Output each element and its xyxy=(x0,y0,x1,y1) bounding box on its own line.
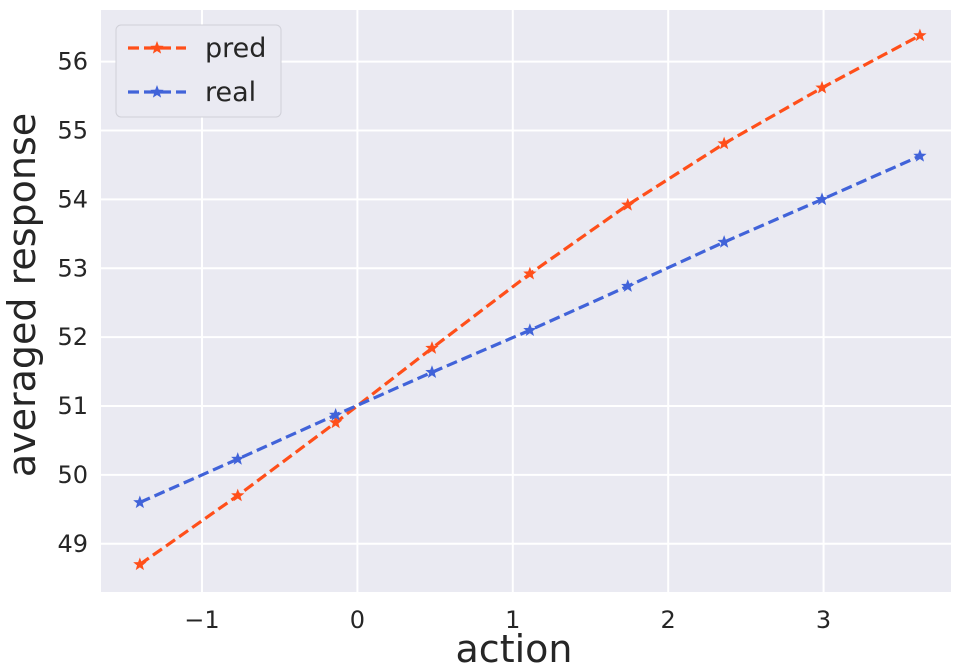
data-point-pred xyxy=(133,557,147,571)
y-tick-label: 50 xyxy=(57,461,88,489)
x-tick-label: 0 xyxy=(350,606,365,634)
y-tick-labels: 49 50 51 52 53 54 55 56 xyxy=(57,48,88,558)
data-point-real xyxy=(913,149,927,162)
series-real xyxy=(133,149,927,509)
legend: pred real xyxy=(115,24,282,118)
legend-marker-pred xyxy=(150,41,164,54)
legend-label-real: real xyxy=(205,77,256,108)
y-tick-label: 53 xyxy=(57,254,88,282)
x-tick-label: 2 xyxy=(661,606,676,634)
y-tick-label: 56 xyxy=(57,48,88,76)
data-point-pred xyxy=(425,341,439,354)
x-tick-label: 3 xyxy=(816,606,831,634)
y-axis-title: averaged response xyxy=(0,113,44,477)
data-point-real xyxy=(231,452,245,465)
data-point-real xyxy=(328,407,343,421)
series-pred xyxy=(133,28,927,571)
data-point-real xyxy=(717,235,731,248)
grid-lines xyxy=(101,10,951,592)
legend-label-pred: pred xyxy=(205,33,266,64)
data-point-pred xyxy=(815,80,829,94)
data-point-real xyxy=(425,365,439,378)
x-tick-label: 1 xyxy=(505,606,520,634)
data-point-pred xyxy=(523,266,537,280)
y-tick-label: 55 xyxy=(57,117,88,145)
data-point-pred xyxy=(913,28,927,42)
data-point-pred xyxy=(621,197,635,211)
data-point-pred xyxy=(328,415,343,429)
y-tick-label: 54 xyxy=(57,185,88,213)
legend-marker-real xyxy=(150,85,164,98)
data-point-real xyxy=(523,323,537,336)
data-point-real xyxy=(133,495,147,509)
y-tick-label: 51 xyxy=(57,392,88,420)
x-tick-label: −1 xyxy=(184,606,219,634)
data-point-real xyxy=(621,279,635,292)
data-point-real xyxy=(815,192,829,206)
x-tick-labels: −1 0 1 2 3 xyxy=(184,606,831,634)
data-point-pred xyxy=(231,488,245,502)
data-point-pred xyxy=(717,136,731,150)
y-tick-label: 52 xyxy=(57,323,88,351)
series-layer xyxy=(133,28,927,571)
y-tick-label: 49 xyxy=(57,530,88,558)
x-axis-title: action xyxy=(456,627,573,669)
